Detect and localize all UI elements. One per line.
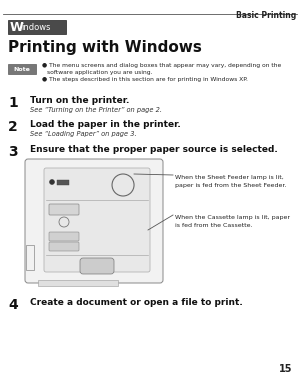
Text: ● The steps described in this section are for printing in Windows XP.: ● The steps described in this section ar… bbox=[42, 77, 248, 82]
FancyBboxPatch shape bbox=[57, 180, 69, 185]
Text: Basic Printing: Basic Printing bbox=[236, 11, 296, 20]
Text: When the Cassette lamp is lit, paper: When the Cassette lamp is lit, paper bbox=[175, 215, 290, 220]
Text: 3: 3 bbox=[8, 145, 18, 159]
FancyBboxPatch shape bbox=[25, 159, 163, 283]
Text: 2: 2 bbox=[8, 120, 18, 134]
FancyBboxPatch shape bbox=[26, 245, 34, 270]
FancyBboxPatch shape bbox=[80, 258, 114, 274]
FancyBboxPatch shape bbox=[49, 232, 79, 241]
Text: paper is fed from the Sheet Feeder.: paper is fed from the Sheet Feeder. bbox=[175, 183, 286, 188]
FancyBboxPatch shape bbox=[44, 168, 150, 272]
FancyBboxPatch shape bbox=[38, 280, 118, 286]
Text: Ensure that the proper paper source is selected.: Ensure that the proper paper source is s… bbox=[30, 145, 278, 154]
FancyBboxPatch shape bbox=[49, 204, 79, 215]
Text: W: W bbox=[10, 21, 24, 34]
Text: Printing with Windows: Printing with Windows bbox=[8, 40, 202, 55]
Text: See “Turning on the Printer” on page 2.: See “Turning on the Printer” on page 2. bbox=[30, 107, 162, 113]
Text: 4: 4 bbox=[8, 298, 18, 312]
FancyBboxPatch shape bbox=[8, 20, 66, 34]
FancyBboxPatch shape bbox=[49, 242, 79, 251]
FancyBboxPatch shape bbox=[8, 64, 36, 74]
Text: is fed from the Cassette.: is fed from the Cassette. bbox=[175, 223, 253, 228]
Text: 1: 1 bbox=[8, 96, 18, 110]
Text: software application you are using.: software application you are using. bbox=[47, 70, 152, 75]
Text: 15: 15 bbox=[278, 364, 292, 374]
Text: Turn on the printer.: Turn on the printer. bbox=[30, 96, 129, 105]
Text: Note: Note bbox=[14, 67, 30, 72]
Text: See “Loading Paper” on page 3.: See “Loading Paper” on page 3. bbox=[30, 131, 136, 137]
Text: indows: indows bbox=[21, 23, 50, 32]
Circle shape bbox=[50, 179, 55, 185]
Text: Load the paper in the printer.: Load the paper in the printer. bbox=[30, 120, 181, 129]
Text: Create a document or open a file to print.: Create a document or open a file to prin… bbox=[30, 298, 243, 307]
Text: When the Sheet Feeder lamp is lit,: When the Sheet Feeder lamp is lit, bbox=[175, 175, 284, 180]
Text: ● The menu screens and dialog boxes that appear may vary, depending on the: ● The menu screens and dialog boxes that… bbox=[42, 63, 281, 68]
